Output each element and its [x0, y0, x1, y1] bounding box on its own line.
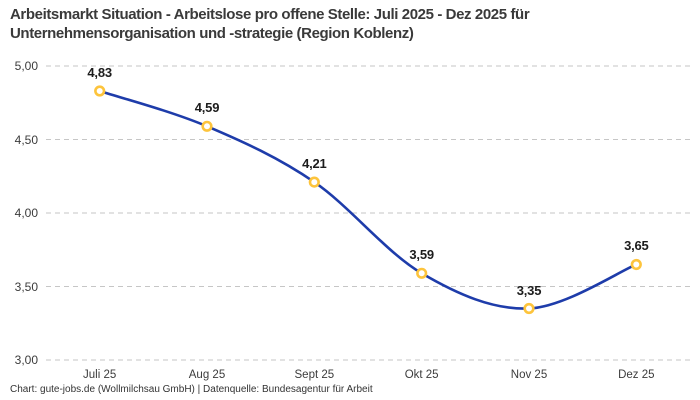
data-point-label: 4,21: [302, 156, 327, 172]
data-point-marker: [416, 267, 428, 279]
y-tick-label: 4,50: [14, 132, 38, 147]
x-axis-label: Dez 25: [618, 369, 655, 381]
data-point-label: 4,59: [194, 100, 220, 116]
x-axis-label: Sept 25: [294, 369, 335, 381]
y-tick-label: 4,00: [14, 206, 38, 220]
x-axis-label: Aug 25: [188, 369, 226, 381]
data-point-label: 3,65: [624, 238, 649, 254]
y-tick-label: 3,50: [14, 279, 38, 294]
data-point-label: 3,59: [409, 247, 434, 263]
series-line: [98, 89, 638, 310]
data-point-marker: [630, 258, 642, 271]
data-point-marker: [523, 302, 535, 315]
y-tick-label: 5,00: [14, 59, 38, 73]
data-point-label: 3,35: [516, 282, 542, 298]
chart-title: Arbeitsmarkt Situation - Arbeitslose pro…: [10, 6, 530, 42]
data-point-marker: [94, 85, 106, 97]
x-axis-label: Nov 25: [510, 369, 548, 381]
x-axis-label: Okt 25: [404, 369, 439, 381]
chart-source-caption: Chart: gute-jobs.de (Wollmilchsau GmbH) …: [10, 384, 373, 395]
data-point-marker: [308, 176, 320, 188]
y-tick-label: 3,00: [14, 353, 38, 367]
data-point-marker: [201, 120, 213, 132]
x-axis-label: Juli 25: [83, 369, 117, 381]
data-point-label: 4,83: [87, 64, 112, 80]
